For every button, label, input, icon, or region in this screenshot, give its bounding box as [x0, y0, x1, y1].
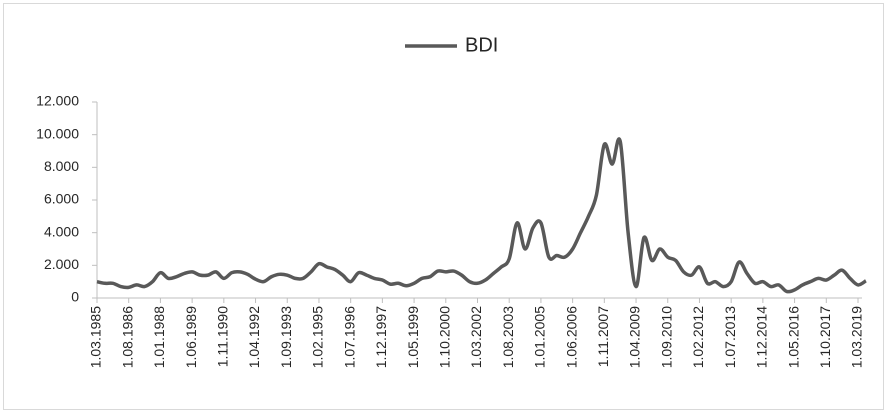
x-tick-label: 1.02.1995 [310, 306, 326, 368]
x-tick-label: 1.03.2002 [468, 306, 484, 368]
y-tick-label: 4.000 [44, 223, 79, 239]
x-tick-label: 1.06.2006 [563, 306, 579, 368]
y-tick-label: 2.000 [44, 256, 79, 272]
x-tick-label: 1.10.2017 [817, 306, 833, 368]
x-tick-label: 1.01.1988 [151, 306, 167, 368]
x-tick-label: 1.04.2009 [627, 306, 643, 368]
x-tick-label: 1.08.2003 [500, 306, 516, 368]
x-tick-label: 1.07.1996 [341, 306, 357, 368]
x-tick-label: 1.05.2016 [785, 306, 801, 368]
legend-label: BDI [465, 34, 498, 56]
x-tick-label: 1.10.2000 [436, 306, 452, 368]
x-tick-label: 1.11.2007 [595, 306, 611, 367]
y-tick-label: 8.000 [44, 158, 79, 174]
x-tick-label: 1.01.2005 [532, 306, 548, 368]
x-tick-label: 1.04.1992 [246, 306, 262, 368]
x-tick-label: 1.12.1997 [373, 306, 389, 368]
x-tick-label: 1.05.1999 [405, 306, 421, 368]
x-tick-label: 1.02.2012 [690, 306, 706, 368]
chart-frame [3, 3, 884, 410]
y-tick-label: 12.000 [36, 93, 79, 109]
x-tick-label: 1.06.1989 [183, 306, 199, 368]
x-tick-label: 1.07.2013 [722, 306, 738, 368]
y-tick-label: 6.000 [44, 191, 79, 207]
x-tick-label: 1.12.2014 [754, 306, 770, 368]
x-tick-label: 1.11.1990 [215, 306, 231, 367]
y-tick-label: 10.000 [36, 125, 79, 141]
x-tick-label: 1.08.1986 [119, 306, 135, 368]
x-tick-label: 1.09.1993 [278, 306, 294, 368]
y-tick-label: 0 [71, 289, 79, 305]
x-tick-label: 1.03.2019 [849, 306, 865, 368]
series-line [96, 137, 867, 294]
x-tick-label: 1.03.1985 [88, 306, 104, 368]
x-tick-label: 1.09.2010 [658, 306, 674, 368]
